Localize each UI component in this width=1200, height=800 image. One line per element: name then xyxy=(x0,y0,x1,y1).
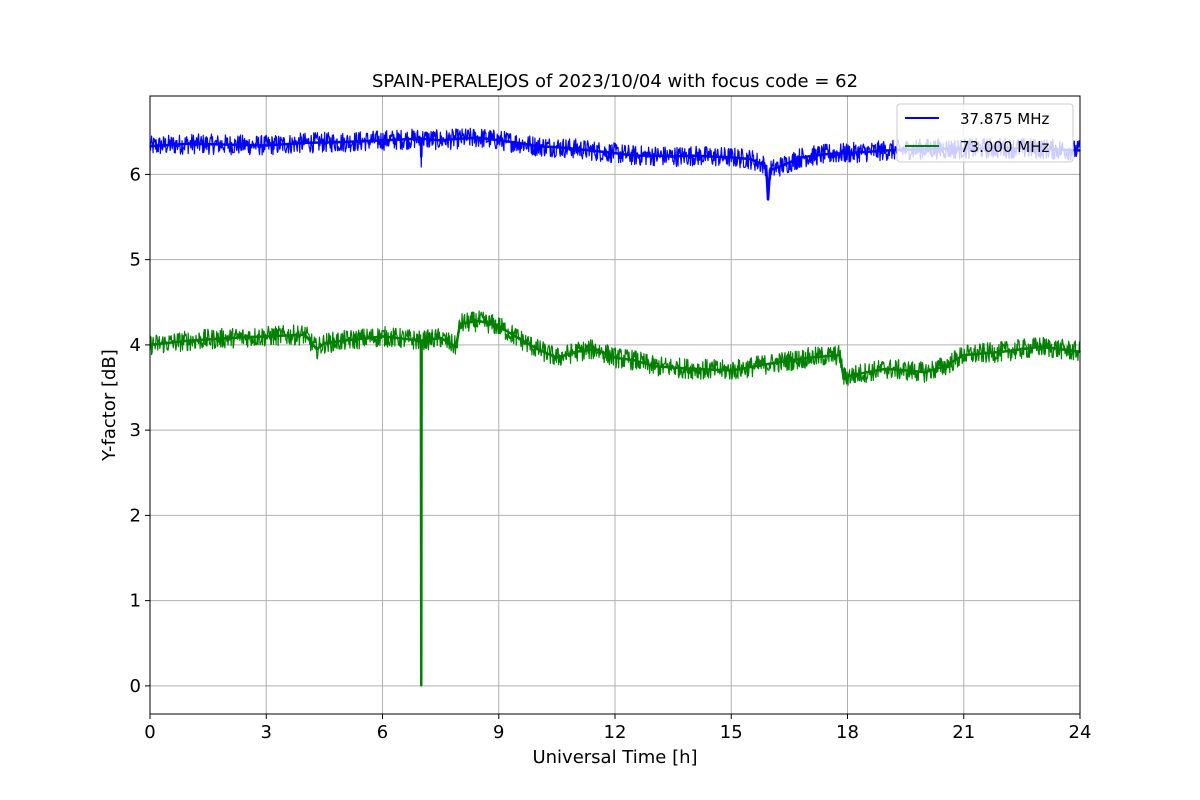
legend-box xyxy=(896,103,1074,163)
series-0-point xyxy=(536,145,539,148)
series-0-point xyxy=(556,146,558,148)
x-tick-label: 9 xyxy=(493,722,504,743)
x-tick-label: 24 xyxy=(1069,722,1092,743)
chart-title: SPAIN-PERALEJOS of 2023/10/04 with focus… xyxy=(372,71,858,92)
x-tick-label: 3 xyxy=(261,722,272,743)
y-tick-label: 5 xyxy=(130,250,141,271)
series-1-point xyxy=(943,365,946,368)
series-0-point xyxy=(420,137,423,140)
series-1-point xyxy=(455,345,457,348)
series-1-point xyxy=(769,362,771,365)
series-0-point xyxy=(749,158,752,160)
series-0-point xyxy=(780,165,783,167)
x-tick-label: 18 xyxy=(836,722,859,743)
series-0-point xyxy=(652,154,655,157)
x-axis-title: Universal Time [h] xyxy=(532,747,697,768)
series-0-point xyxy=(401,138,403,141)
series-0-point xyxy=(517,142,519,144)
series-1-point xyxy=(536,348,539,350)
series-1-point xyxy=(439,337,442,339)
series-1-point xyxy=(323,342,326,345)
series-0-point xyxy=(497,139,500,142)
series-1-point xyxy=(1001,350,1004,353)
series-0-point xyxy=(226,143,229,146)
series-1-point xyxy=(187,339,190,342)
series-0-point xyxy=(265,144,268,147)
series-0-point xyxy=(633,154,636,157)
series-0-point xyxy=(478,136,481,139)
series-1-point xyxy=(226,337,229,339)
x-tick-label: 0 xyxy=(144,722,155,743)
series-1-point xyxy=(730,369,733,372)
series-0-point xyxy=(420,156,423,159)
series-1-point xyxy=(962,354,965,356)
y-tick-label: 2 xyxy=(130,505,141,526)
series-1-point xyxy=(342,339,345,342)
series-1-point xyxy=(885,367,888,370)
series-1-point xyxy=(594,348,597,350)
x-tick-label: 12 xyxy=(604,722,627,743)
series-0-point xyxy=(187,142,190,145)
series-1-point xyxy=(304,333,306,336)
legend: 37.875 MHz 73.000 MHz xyxy=(896,103,1074,163)
series-1-point xyxy=(842,376,845,379)
series-1-point xyxy=(265,335,268,338)
series-0-point xyxy=(304,142,306,144)
series-1-point xyxy=(459,322,461,325)
series-0-point xyxy=(459,137,461,140)
series-0-point xyxy=(672,155,674,158)
x-tick-label: 21 xyxy=(952,722,975,743)
y-tick-label: 0 xyxy=(130,676,141,697)
series-0-point xyxy=(439,139,442,142)
y-tick-label: 4 xyxy=(130,335,141,356)
series-1-point xyxy=(866,371,868,373)
series-1-point xyxy=(691,367,694,370)
series-0-point xyxy=(614,152,616,154)
series-0-point xyxy=(765,165,767,167)
series-line-1-noise xyxy=(149,310,1081,677)
series-0-point xyxy=(827,153,829,155)
series-1-point xyxy=(381,335,384,338)
series-1-point xyxy=(838,354,841,356)
series-1-point xyxy=(420,339,423,342)
series-1-point xyxy=(633,359,636,362)
series-0-point xyxy=(769,169,771,171)
series-1-point xyxy=(924,371,926,373)
y-tick-label: 3 xyxy=(130,420,141,441)
series-1-point xyxy=(497,325,500,327)
x-tick-label: 6 xyxy=(377,722,388,743)
series-0-point xyxy=(381,139,384,142)
series-group xyxy=(149,127,1081,687)
series-0-point xyxy=(691,154,694,157)
series-0-point xyxy=(767,199,769,201)
series-1-point xyxy=(517,337,519,339)
y-tick-label: 1 xyxy=(130,591,141,612)
series-1-point xyxy=(556,356,558,359)
grid xyxy=(149,96,1081,714)
series-0-point xyxy=(730,156,733,159)
series-1-point xyxy=(575,350,578,353)
y-axis-title: Y-factor [dB] xyxy=(99,349,120,462)
series-1-point xyxy=(652,365,655,368)
series-1-point xyxy=(420,685,423,687)
series-0-point xyxy=(342,141,345,143)
series-1-point xyxy=(614,356,616,359)
legend-label-37875: 37.875 MHz xyxy=(960,110,1049,128)
series-0-point xyxy=(800,156,802,159)
legend-label-73000: 73.000 MHz xyxy=(960,138,1049,156)
series-0-point xyxy=(575,148,578,150)
series-1-point xyxy=(807,356,810,359)
series-1-point xyxy=(315,348,318,350)
series-1-point xyxy=(478,320,481,322)
series-0-point xyxy=(885,149,888,152)
series-1-point xyxy=(1040,345,1043,348)
series-0-point xyxy=(846,152,849,154)
x-tick-label: 15 xyxy=(720,722,743,743)
y-tick-label: 6 xyxy=(130,164,141,185)
